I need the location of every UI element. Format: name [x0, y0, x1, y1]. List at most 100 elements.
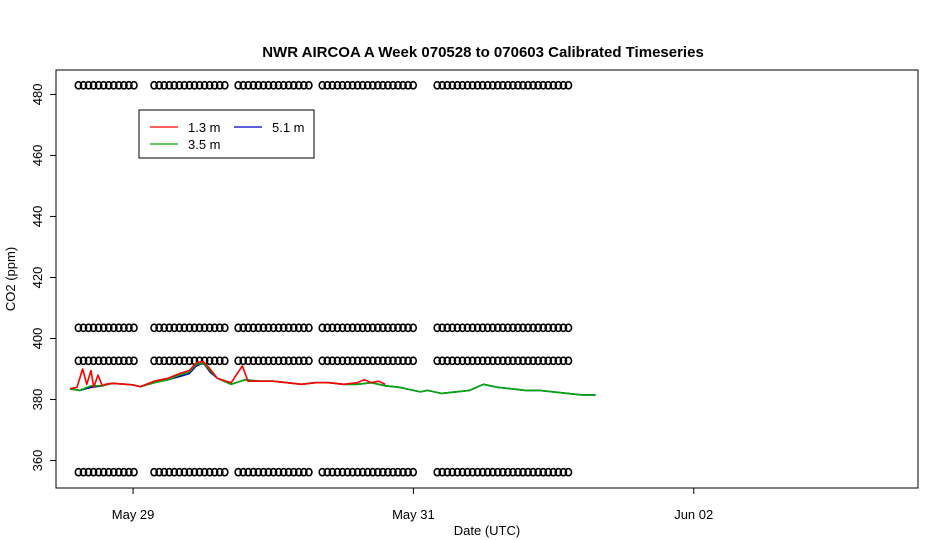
calibration-marker [448, 467, 457, 477]
calibration-marker [368, 356, 377, 366]
calibration-marker [509, 323, 517, 333]
calibration-marker [284, 356, 293, 366]
calibration-marker [289, 467, 298, 477]
calibration-marker [269, 356, 278, 366]
calibration-marker [353, 80, 362, 90]
calibration-marker [79, 323, 88, 333]
calibration-marker [274, 356, 283, 366]
calibration-marker [259, 356, 268, 366]
calibration-marker [299, 356, 308, 366]
y-axis-label: CO2 (ppm) [3, 247, 18, 311]
calibration-marker [284, 467, 293, 477]
calibration-marker [89, 80, 98, 90]
calibration-marker [399, 80, 407, 90]
calibration-marker [378, 323, 387, 333]
calibration-marker [215, 80, 224, 90]
calibration-marker [254, 323, 263, 333]
calibration-marker [333, 323, 342, 333]
calibration-marker [539, 467, 548, 477]
calibration-marker [185, 323, 194, 333]
calibration-marker [318, 323, 327, 333]
calibration-marker [559, 467, 568, 477]
calibration-marker [453, 467, 462, 477]
calibration-marker [473, 467, 482, 477]
calibration-marker [264, 80, 273, 90]
calibration-marker [534, 356, 543, 366]
calibration-marker [373, 323, 382, 333]
calibration-marker [299, 80, 308, 90]
calibration-marker [254, 356, 263, 366]
calibration-marker [185, 356, 194, 366]
calibration-marker [299, 323, 308, 333]
calibration-marker [453, 80, 462, 90]
calibration-marker [503, 467, 512, 477]
calibration-markers [74, 80, 573, 477]
calibration-marker [443, 356, 452, 366]
calibration-marker [363, 323, 372, 333]
calibration-marker [74, 356, 83, 366]
calibration-marker [155, 80, 164, 90]
calibration-marker [328, 467, 337, 477]
calibration-marker [234, 467, 243, 477]
calibration-marker [549, 467, 558, 477]
calibration-marker [150, 356, 159, 366]
calibration-marker [215, 467, 224, 477]
calibration-marker [304, 80, 313, 90]
calibration-marker [274, 80, 283, 90]
calibration-marker [333, 467, 342, 477]
calibration-marker [89, 467, 98, 477]
calibration-marker [279, 80, 288, 90]
calibration-marker [463, 467, 472, 477]
calibration-marker [358, 323, 367, 333]
calibration-marker [463, 323, 472, 333]
calibration-marker [220, 80, 229, 90]
calibration-marker [399, 467, 407, 477]
calibration-marker [453, 356, 462, 366]
calibration-marker [554, 323, 563, 333]
calibration-marker [94, 80, 103, 90]
calibration-marker [544, 356, 553, 366]
calibration-marker [409, 356, 418, 366]
calibration-marker [289, 80, 298, 90]
calibration-marker [259, 467, 268, 477]
calibration-marker [109, 467, 118, 477]
calibration-marker [483, 80, 492, 90]
x-tick-label-2: Jun 02 [674, 507, 713, 522]
calibration-marker [119, 356, 128, 366]
calibration-marker [524, 356, 532, 366]
calibration-marker [205, 356, 214, 366]
y-tick-label-420: 420 [30, 267, 45, 289]
calibration-marker [514, 80, 522, 90]
calibration-marker [323, 356, 332, 366]
calibration-marker [458, 80, 467, 90]
calibration-marker [529, 80, 538, 90]
calibration-marker [304, 356, 313, 366]
calibration-marker [175, 80, 184, 90]
calibration-marker [94, 323, 103, 333]
y-tick-label-460: 460 [30, 145, 45, 167]
calibration-marker [294, 356, 303, 366]
calibration-marker [239, 467, 248, 477]
calibration-marker [104, 80, 113, 90]
calibration-marker [249, 323, 258, 333]
calibration-marker [498, 467, 507, 477]
calibration-marker [348, 467, 357, 477]
calibration-marker [220, 467, 229, 477]
calibration-marker [488, 323, 497, 333]
calibration-marker [453, 323, 462, 333]
calibration-marker [368, 80, 377, 90]
y-tick-label-380: 380 [30, 389, 45, 411]
calibration-marker [279, 467, 288, 477]
calibration-marker [404, 356, 412, 366]
calibration-marker [195, 323, 204, 333]
calibration-marker [328, 356, 337, 366]
calibration-marker [384, 467, 392, 477]
calibration-marker [438, 80, 447, 90]
calibration-marker [328, 80, 337, 90]
calibration-marker [259, 323, 268, 333]
calibration-marker [323, 323, 332, 333]
calibration-marker [318, 467, 327, 477]
calibration-marker [124, 323, 133, 333]
calibration-marker [378, 467, 387, 477]
calibration-marker [433, 80, 442, 90]
